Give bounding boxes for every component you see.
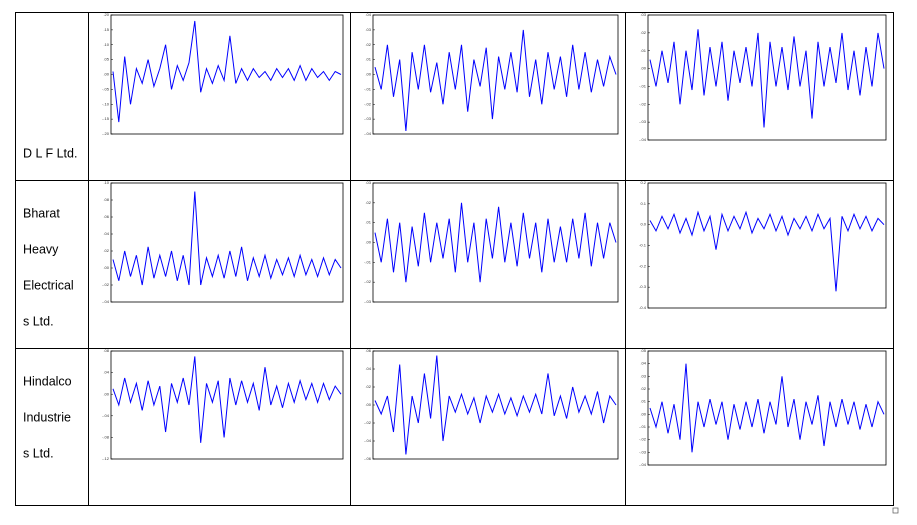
y-tick-label: .02 <box>365 200 371 205</box>
y-tick-label: .02 <box>365 384 371 389</box>
y-tick-label: -.04 <box>639 137 647 142</box>
row-label: Bharat <box>23 206 60 220</box>
y-tick-label: -0.1 <box>639 243 647 248</box>
y-tick-label: -.02 <box>364 279 372 284</box>
y-tick-label: -.15 <box>102 116 110 121</box>
y-tick-label: .02 <box>365 42 371 47</box>
y-tick-label: -.01 <box>364 259 372 264</box>
y-tick-label: -.04 <box>364 438 372 443</box>
series-line <box>374 202 617 283</box>
y-tick-label: .04 <box>365 366 371 371</box>
series-line <box>374 29 617 132</box>
y-tick-label: -0.4 <box>639 305 647 310</box>
y-tick-label: -.02 <box>639 101 647 106</box>
y-tick-label: -.04 <box>102 413 110 418</box>
y-tick-label: -.04 <box>364 131 372 136</box>
y-tick-label: .00 <box>365 72 371 77</box>
y-tick-label: .04 <box>365 12 371 17</box>
series-line <box>649 363 885 453</box>
y-tick-label: -.01 <box>364 86 372 91</box>
series-line <box>112 20 342 123</box>
y-tick-label: -.01 <box>639 424 647 429</box>
y-tick-label: .15 <box>103 27 109 32</box>
row-label: D L F Ltd. <box>23 146 77 160</box>
y-tick-label: .01 <box>640 48 646 53</box>
series-line <box>649 29 885 128</box>
y-tick-label: .01 <box>640 399 646 404</box>
series-line <box>112 191 342 286</box>
y-tick-label: .00 <box>640 66 646 71</box>
y-tick-label: -.03 <box>364 299 372 304</box>
y-tick-label: .08 <box>103 348 109 353</box>
y-tick-label: -.06 <box>364 456 372 461</box>
y-tick-label: .04 <box>103 370 109 375</box>
y-tick-label: .00 <box>103 265 109 270</box>
y-tick-label: 0.1 <box>640 201 646 206</box>
y-tick-label: -.02 <box>102 282 110 287</box>
plot-frame <box>110 14 344 135</box>
y-tick-label: -.12 <box>102 456 110 461</box>
y-tick-label: -.05 <box>102 86 110 91</box>
y-tick-label: .00 <box>365 240 371 245</box>
y-tick-label: -.02 <box>364 101 372 106</box>
row-label: Industrie <box>23 410 71 424</box>
y-tick-label: -.03 <box>364 116 372 121</box>
y-tick-label: .03 <box>365 27 371 32</box>
y-tick-label: -.04 <box>639 462 647 467</box>
y-tick-label: .20 <box>103 12 109 17</box>
y-tick-label: -.02 <box>639 437 647 442</box>
series-line <box>649 210 885 292</box>
y-tick-label: .05 <box>103 57 109 62</box>
table-borders <box>15 12 894 506</box>
series-line <box>374 355 617 455</box>
y-tick-label: -.03 <box>639 449 647 454</box>
y-tick-label: -.02 <box>364 420 372 425</box>
y-tick-label: .02 <box>640 30 646 35</box>
y-tick-label: -.04 <box>102 299 110 304</box>
plot-frame <box>372 182 619 303</box>
row-label: s Ltd. <box>23 314 54 328</box>
y-tick-label: .02 <box>640 386 646 391</box>
y-tick-label: .00 <box>640 411 646 416</box>
plot-frame <box>110 182 344 303</box>
y-tick-label: .01 <box>365 57 371 62</box>
plot-frame <box>647 182 887 309</box>
y-tick-label: .03 <box>640 12 646 17</box>
y-tick-label: .06 <box>103 214 109 219</box>
y-tick-label: .00 <box>103 391 109 396</box>
y-tick-label: -.10 <box>102 101 110 106</box>
row-label: Heavy <box>23 242 59 256</box>
y-tick-label: .01 <box>365 220 371 225</box>
y-tick-label: -.08 <box>102 434 110 439</box>
y-tick-label: .00 <box>103 72 109 77</box>
y-tick-label: -0.3 <box>639 284 647 289</box>
y-tick-label: .10 <box>103 180 109 185</box>
y-tick-label: .10 <box>103 42 109 47</box>
y-tick-label: .03 <box>640 373 646 378</box>
y-tick-label: -.03 <box>639 119 647 124</box>
y-tick-label: -0.2 <box>639 263 647 268</box>
y-tick-label: .08 <box>103 197 109 202</box>
y-tick-label: -.20 <box>102 131 110 136</box>
y-tick-label: .05 <box>640 348 646 353</box>
y-tick-label: 0.0 <box>640 222 646 227</box>
plot-frame <box>647 350 887 466</box>
row-label: s Ltd. <box>23 446 54 460</box>
y-tick-label: .06 <box>365 348 371 353</box>
row-label: Electrical <box>23 278 74 292</box>
y-tick-label: .04 <box>640 361 646 366</box>
y-tick-label: .04 <box>103 231 109 236</box>
y-tick-label: .02 <box>103 248 109 253</box>
resize-handle <box>892 507 899 514</box>
y-tick-label: .03 <box>365 180 371 185</box>
y-tick-label: -.01 <box>639 83 647 88</box>
series-line <box>112 356 342 443</box>
row-label: Hindalco <box>23 374 72 388</box>
y-tick-label: .00 <box>365 402 371 407</box>
y-tick-label: 0.2 <box>640 180 646 185</box>
